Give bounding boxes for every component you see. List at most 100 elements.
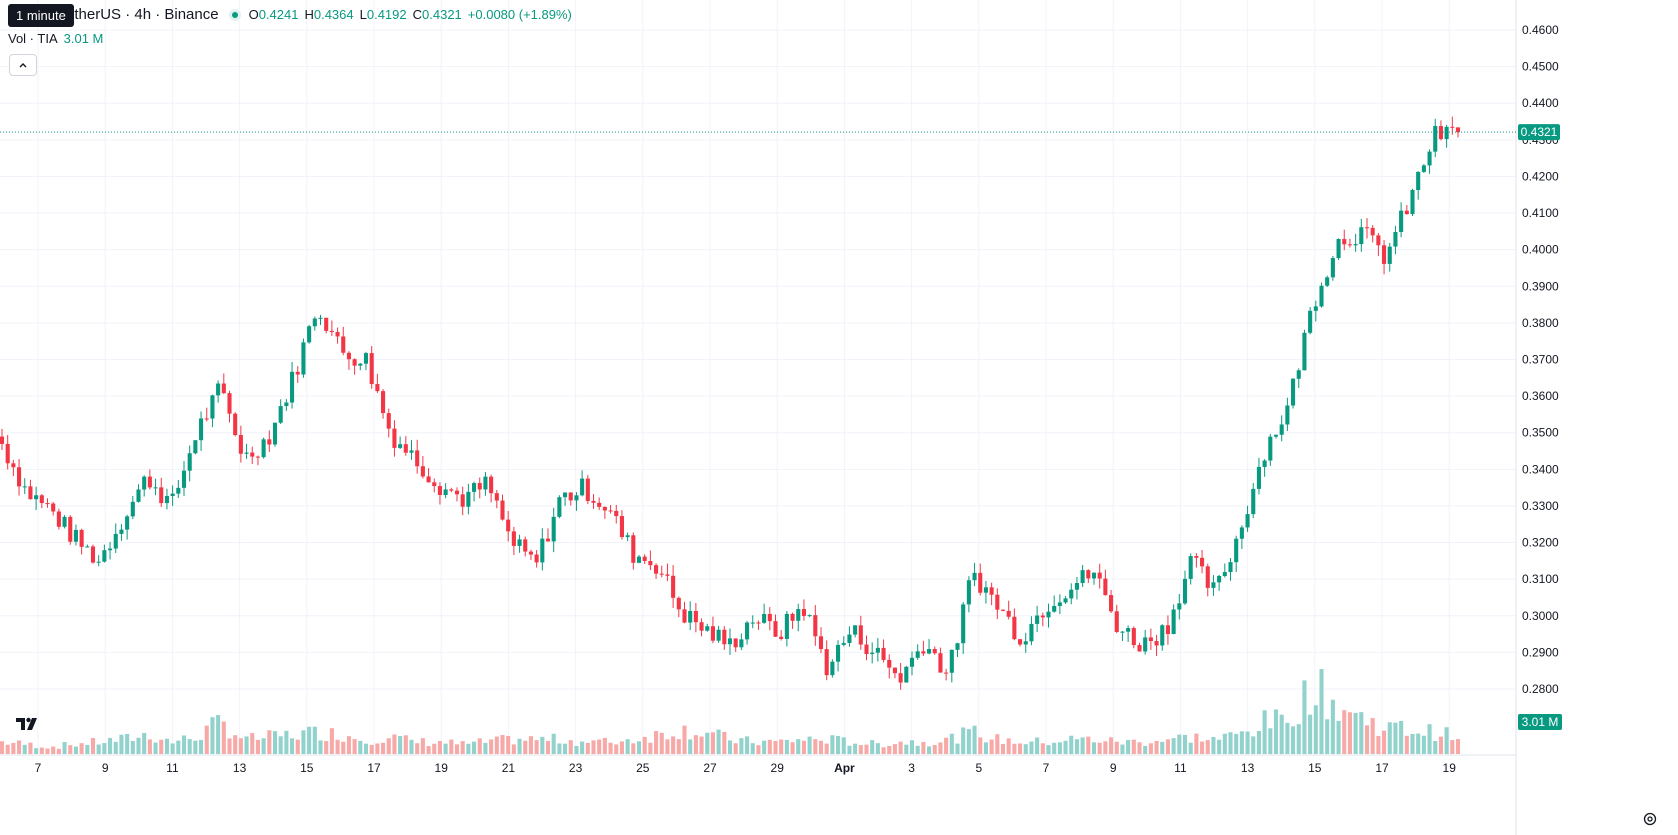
candle-body	[1154, 641, 1159, 646]
candle-body	[671, 575, 676, 598]
volume-bar	[130, 741, 135, 754]
candle-body	[199, 418, 204, 441]
volume-bar	[727, 740, 733, 754]
candle-body	[1427, 151, 1432, 166]
volume-bar	[210, 717, 215, 754]
volume-bar	[745, 736, 750, 754]
settings-gear-icon[interactable]	[1642, 811, 1658, 827]
candle-body	[506, 519, 511, 532]
timeframe-tooltip: 1 minute	[8, 4, 74, 27]
volume-bar	[978, 737, 983, 754]
volume-bar	[102, 743, 107, 754]
candle-body	[96, 561, 101, 563]
volume-bar	[1421, 735, 1426, 754]
candle-body	[432, 482, 437, 487]
candle-body	[540, 538, 545, 563]
candle-body	[318, 317, 323, 319]
volume-bar	[625, 739, 630, 754]
volume-bar	[1313, 705, 1318, 754]
candle-body	[858, 625, 863, 645]
x-tick-label: 9	[1110, 761, 1117, 775]
volume-bar	[96, 744, 101, 754]
candle-body	[1222, 572, 1227, 577]
candle-body	[995, 594, 1000, 610]
volume-bar	[204, 725, 209, 754]
volume-bar	[762, 740, 767, 754]
volume-bar	[56, 748, 61, 754]
volume-bar	[938, 742, 943, 754]
volume-bar	[22, 744, 27, 754]
x-tick-label: 15	[300, 761, 314, 775]
volume-label: Vol · TIA	[8, 31, 58, 46]
candle-body	[193, 440, 198, 454]
open-value: 0.4241	[258, 7, 299, 22]
symbol-title[interactable]: etherUS · 4h · Binance	[66, 6, 219, 23]
collapse-legend-button[interactable]	[9, 54, 37, 76]
y-tick-label: 0.3700	[1522, 353, 1559, 367]
candle-body	[1416, 171, 1421, 191]
candle-body	[483, 476, 488, 490]
volume-bar	[1023, 744, 1028, 754]
candle-body	[796, 609, 801, 621]
x-tick-label: 7	[1043, 761, 1050, 775]
candle-body	[51, 503, 56, 512]
candle-body	[932, 649, 937, 654]
candle-body	[1245, 514, 1250, 528]
volume-bar	[1035, 737, 1040, 754]
candle-body	[1194, 556, 1199, 558]
volume-bar	[290, 738, 295, 754]
volume-bar	[1012, 743, 1017, 754]
candle-body	[557, 497, 562, 517]
y-tick-label: 0.3400	[1522, 462, 1559, 476]
y-tick-label: 0.4600	[1522, 23, 1559, 37]
low-value: 0.4192	[366, 7, 407, 22]
candle-body	[1126, 628, 1131, 632]
x-tick-label: Apr	[834, 761, 855, 775]
volume-bar	[432, 743, 437, 754]
candle-body	[887, 659, 892, 668]
volume-bar	[1131, 739, 1136, 754]
candle-body	[500, 500, 505, 520]
candle-body	[278, 406, 283, 423]
volume-bar	[1171, 738, 1176, 754]
volume-bar	[244, 736, 249, 754]
candle-body	[921, 651, 926, 654]
candle-body	[1046, 611, 1051, 618]
candle-body	[85, 546, 90, 548]
volume-bar	[608, 742, 613, 754]
volume-bar	[517, 738, 522, 754]
candle-body	[227, 393, 232, 414]
volume-bar	[68, 745, 73, 754]
volume-bar	[409, 739, 414, 754]
candle-body	[864, 644, 869, 655]
tradingview-logo-icon[interactable]	[14, 714, 42, 734]
volume-bar	[699, 736, 704, 754]
candle-body	[517, 539, 522, 546]
candle-body	[1114, 611, 1119, 632]
candle-body	[1239, 527, 1244, 539]
candle-body	[1148, 637, 1153, 642]
candle-body	[1410, 190, 1415, 215]
candle-body	[45, 503, 50, 505]
volume-bar	[1433, 741, 1438, 754]
candle-body	[1063, 598, 1068, 603]
candle-body	[631, 535, 636, 563]
volume-bar	[1228, 732, 1233, 754]
volume-bar	[272, 731, 278, 754]
candle-body	[750, 622, 755, 624]
candle-body	[255, 456, 260, 458]
volume-bar	[261, 738, 266, 754]
candle-body	[1120, 631, 1125, 633]
candle-body	[1370, 227, 1375, 236]
candle-body	[1353, 244, 1358, 246]
volume-bar	[927, 746, 932, 754]
volume-bar	[1143, 745, 1148, 754]
volume-bar	[1211, 736, 1216, 754]
candle-body	[1404, 210, 1409, 215]
volume-bar	[164, 738, 169, 754]
candle-body	[147, 476, 152, 488]
candle-body	[608, 510, 613, 512]
candle-body	[358, 363, 363, 366]
volume-bar	[1359, 712, 1364, 754]
